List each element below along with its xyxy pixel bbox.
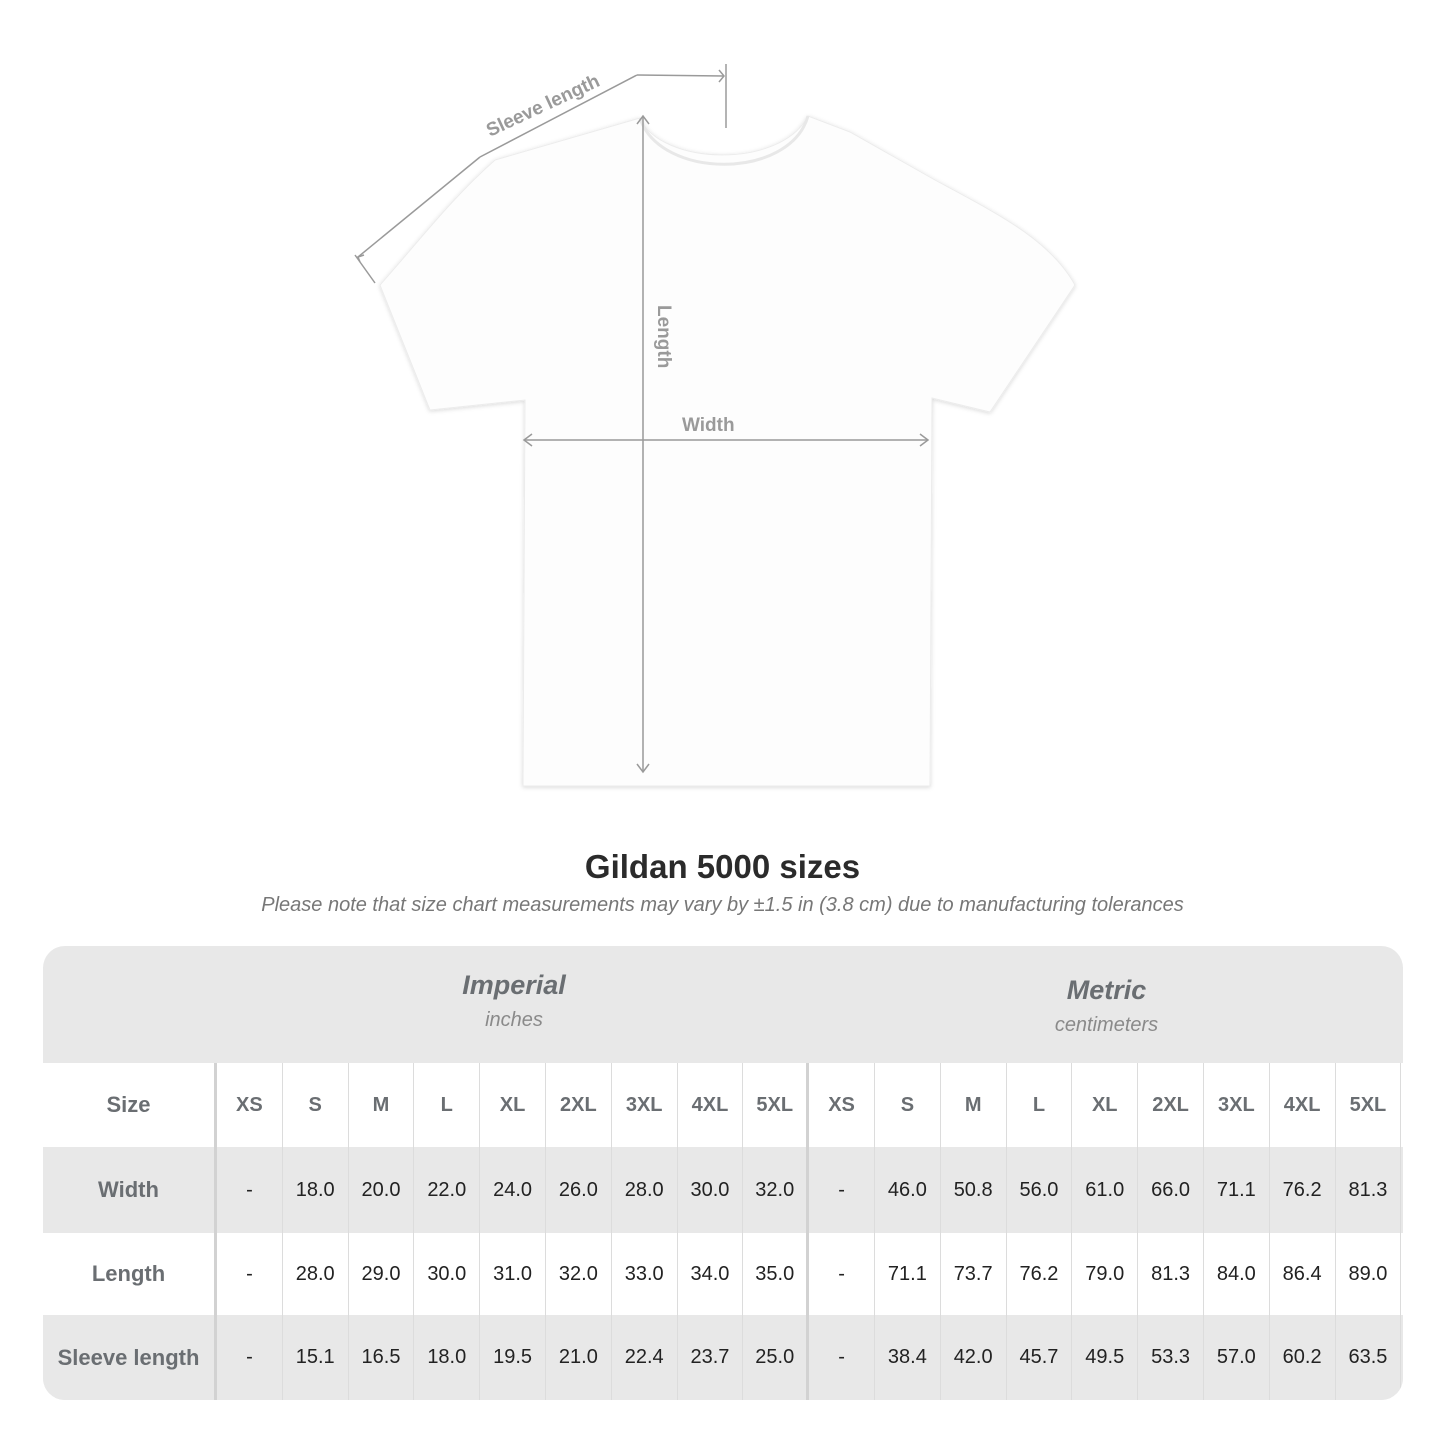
metric-value-cell: 50.8 — [941, 1147, 1007, 1233]
imperial-value-cell: 32.0 — [743, 1147, 810, 1233]
size-header-cell: 4XL — [678, 1063, 744, 1147]
sleeve-measure-line — [357, 156, 481, 258]
metric-value-cell: 79.0 — [1072, 1233, 1139, 1315]
imperial-value-cell: 30.0 — [678, 1147, 744, 1233]
size-header-cell: XL — [480, 1063, 546, 1147]
imperial-title: Imperial — [462, 970, 566, 1000]
imperial-value-cell: 28.0 — [283, 1233, 349, 1315]
size-header-cell: 3XL — [1204, 1063, 1270, 1147]
page-title: Gildan 5000 sizes — [584, 848, 861, 885]
size-header-cell: 3XL — [612, 1063, 678, 1147]
imperial-value-cell: 25.0 — [743, 1315, 810, 1400]
metric-value-cell: 49.5 — [1072, 1315, 1139, 1400]
metric-value-cell: 66.0 — [1138, 1147, 1204, 1233]
imperial-value-cell: 31.0 — [480, 1233, 546, 1315]
imperial-value-cell: 21.0 — [546, 1315, 612, 1400]
imperial-value-cell: - — [217, 1233, 283, 1315]
measure-lines — [354, 64, 930, 774]
row-label: Length — [43, 1233, 217, 1315]
metric-value-cell: 53.3 — [1138, 1315, 1204, 1400]
size-header-cell: 2XL — [1138, 1063, 1204, 1147]
imperial-value-cell: 18.0 — [283, 1147, 349, 1233]
metric-value-cell: 86.4 — [1270, 1233, 1336, 1315]
imperial-value-cell: 18.0 — [414, 1315, 481, 1400]
size-header-cell: S — [283, 1063, 349, 1147]
table-row: Width -18.0 20.0 22.0 24.0 26.0 28.0 30.0 32.0-4… — [43, 1147, 1403, 1233]
size-header-row: Size XS S M L XL 2XL 3XL 4XL 5XL XS S M L XL 2XL 3XL 4XL 5… — [43, 1063, 1403, 1147]
metric-value-cell: 46.0 — [875, 1147, 941, 1233]
imperial-value-cell: 22.4 — [612, 1315, 678, 1400]
metric-value-cell: 38.4 — [875, 1315, 941, 1400]
metric-value-cell: - — [809, 1147, 875, 1233]
imperial-value-cell: 23.7 — [678, 1315, 744, 1400]
metric-value-cell: 71.1 — [1204, 1147, 1270, 1233]
imperial-value-cell: 35.0 — [743, 1233, 810, 1315]
metric-value-cell: 71.1 — [875, 1233, 941, 1315]
imperial-value-cell: 32.0 — [546, 1233, 612, 1315]
table-row: Length -28.0 29.0 30.0 31.0 32.0 33.0 34.0 35.0-… — [43, 1233, 1403, 1315]
size-header-cell: S — [875, 1063, 941, 1147]
metric-value-cell: - — [809, 1315, 875, 1400]
size-header-cell: XS — [809, 1063, 875, 1147]
metric-value-cell: 81.3 — [1138, 1233, 1204, 1315]
size-header-cell: 5XL — [1336, 1063, 1402, 1147]
imperial-value-cell: 22.0 — [414, 1147, 481, 1233]
metric-value-cell: 42.0 — [941, 1315, 1007, 1400]
size-header-cell: L — [414, 1063, 481, 1147]
imperial-value-cell: 19.5 — [480, 1315, 546, 1400]
metric-value-cell: 73.7 — [941, 1233, 1007, 1315]
metric-value-cell: 84.0 — [1204, 1233, 1270, 1315]
imperial-value-cell: 15.1 — [283, 1315, 349, 1400]
tshirt-shape — [379, 115, 1076, 787]
imperial-value-cell: 26.0 — [546, 1147, 612, 1233]
metric-title: Metric — [1066, 975, 1147, 1005]
metric-value-cell: 63.5 — [1336, 1315, 1402, 1400]
table-row: Sleeve length -15.1 16.5 18.0 19.5 21.0 22.4 23… — [43, 1315, 1403, 1400]
sleeve-length-label: Sleeve length — [483, 71, 603, 142]
metric-value-cell: 81.3 — [1336, 1147, 1402, 1233]
imperial-header: Imperial inches — [217, 970, 811, 1087]
metric-header: Metric centimeters — [810, 975, 1403, 1092]
metric-value-cell: 89.0 — [1336, 1233, 1402, 1315]
size-header-cell: 2XL — [546, 1063, 612, 1147]
imperial-value-cell: 20.0 — [349, 1147, 415, 1233]
row-label: Width — [43, 1147, 217, 1233]
imperial-unit: inches — [485, 1009, 543, 1031]
imperial-value-cell: 34.0 — [678, 1233, 744, 1315]
imperial-value-cell: - — [217, 1147, 283, 1233]
metric-value-cell: 76.2 — [1007, 1233, 1073, 1315]
imperial-value-cell: 30.0 — [414, 1233, 481, 1315]
imperial-value-cell: 33.0 — [612, 1233, 678, 1315]
metric-value-cell: 76.2 — [1270, 1147, 1336, 1233]
metric-value-cell: - — [809, 1233, 875, 1315]
size-header-cell: XL — [1072, 1063, 1139, 1147]
size-header-cell: XS — [217, 1063, 283, 1147]
size-table: Imperial inches Metric centimeters Size X… — [43, 946, 1403, 1400]
imperial-value-cell: - — [217, 1315, 283, 1400]
size-header-cell: 4XL — [1270, 1063, 1336, 1147]
row-label: Sleeve length — [43, 1315, 217, 1400]
metric-value-cell: 56.0 — [1007, 1147, 1073, 1233]
tshirt-diagram: Sleeve length Length Width — [354, 64, 1076, 787]
size-header-cell: M — [941, 1063, 1007, 1147]
metric-value-cell: 57.0 — [1204, 1315, 1270, 1400]
size-header-cell: L — [1007, 1063, 1073, 1147]
size-header-cell: 5XL — [743, 1063, 810, 1147]
metric-value-cell: 61.0 — [1072, 1147, 1139, 1233]
metric-unit: centimeters — [1054, 1014, 1159, 1036]
imperial-value-cell: 29.0 — [349, 1233, 415, 1315]
tolerance-note: Please note that size chart measurements… — [261, 894, 1184, 916]
row-label: Size — [43, 1063, 217, 1147]
length-label: Length — [653, 305, 674, 368]
imperial-value-cell: 24.0 — [480, 1147, 546, 1233]
width-label: Width — [682, 415, 735, 436]
metric-value-cell: 60.2 — [1270, 1315, 1336, 1400]
imperial-value-cell: 16.5 — [349, 1315, 415, 1400]
metric-value-cell: 45.7 — [1007, 1315, 1073, 1400]
imperial-value-cell: 28.0 — [612, 1147, 678, 1233]
size-header-cell: M — [349, 1063, 415, 1147]
